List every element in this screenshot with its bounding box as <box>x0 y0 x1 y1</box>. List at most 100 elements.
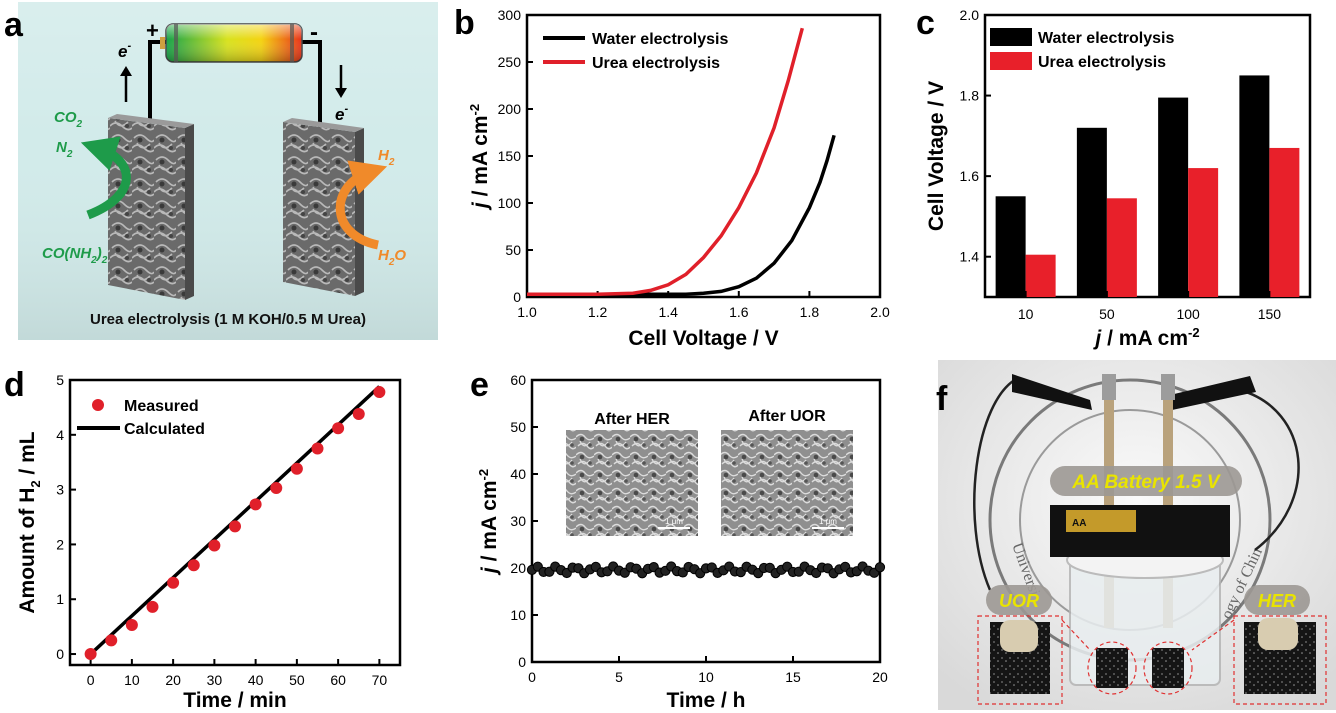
anode-in-beaker <box>1096 648 1128 688</box>
panel-a: a + - e- e- <box>4 2 438 340</box>
chart-c-legend-label: Urea electrolysis <box>1038 54 1166 71</box>
wire-right <box>1239 388 1300 551</box>
chart-b-xtick-label: 1.4 <box>658 304 678 320</box>
co2-label: CO2 <box>54 109 83 130</box>
chart-d-calculated-line <box>89 385 381 656</box>
chart-d-legend-label: Measured <box>124 398 199 415</box>
chart-d-ytick-label: 3 <box>56 482 64 498</box>
panel-label-f: f <box>936 380 948 418</box>
chart-b-xtick-label: 1.0 <box>517 304 537 320</box>
chart-c-xlabel: j / mA cm-2 <box>1092 325 1199 350</box>
panel-label-a: a <box>4 6 24 44</box>
chart-d-xtick-label: 60 <box>330 672 346 688</box>
wire-left <box>973 376 1019 591</box>
chart-d-ytick-label: 2 <box>56 536 64 552</box>
chart-d-measured-point <box>187 559 200 572</box>
chart-d-measured-point <box>125 618 138 631</box>
h2-label: H2 <box>378 147 395 168</box>
chart-b-ytick-label: 300 <box>498 7 522 23</box>
battery-minus-label: - <box>310 19 318 46</box>
chart-d-measured-point <box>352 407 365 420</box>
chart-d-ylabel: Amount of H2 / mL <box>16 431 43 613</box>
aa-battery-mark: AA <box>1072 518 1086 529</box>
chart-b-series-line-water <box>527 134 836 296</box>
panel-c: c 1.4 1.6 1.8 2.0 10 50 100 150 j / mA cm-2 Cell … <box>916 4 1312 350</box>
her-label: HER <box>1258 591 1296 611</box>
alligator-clip-right <box>1170 376 1256 410</box>
chart-e-ytick-label: 40 <box>510 466 526 482</box>
chart-e-xtick-label: 0 <box>528 669 536 685</box>
chart-b-ytick-label: 250 <box>498 54 522 70</box>
her-label-bubble <box>1244 585 1310 615</box>
chart-c-bar-urea-100 <box>1188 168 1219 297</box>
chart-b-legend-label: Water electrolysis <box>592 31 728 48</box>
chart-e-xtick-label: 20 <box>872 669 888 685</box>
chart-c-xtick-label: 150 <box>1258 306 1282 322</box>
chart-c-ytick-label: 1.6 <box>960 168 980 184</box>
chart-d-ytick-label: 1 <box>56 591 64 607</box>
chart-d-xtick-label: 30 <box>207 672 223 688</box>
panel-label-d: d <box>4 366 25 404</box>
sem-image-after-uor <box>721 430 853 536</box>
chart-d-ytick-label: 5 <box>56 372 64 388</box>
chart-c-bar-urea-10 <box>1025 254 1056 297</box>
chart-b-ylabel: j / mA cm-2 <box>467 104 492 211</box>
chart-d-measured-point <box>311 442 324 455</box>
chart-b-ytick-label: 0 <box>513 289 521 305</box>
chart-b-xtick-label: 1.8 <box>800 304 820 320</box>
chart-e-ytick-label: 0 <box>518 654 526 670</box>
uor-label-bubble <box>986 585 1052 615</box>
chart-c-bar-water-50 <box>1076 127 1107 297</box>
chart-d-xtick-label: 20 <box>165 672 181 688</box>
chart-d-measured-point <box>249 498 262 511</box>
chart-b-ytick-label: 100 <box>498 195 522 211</box>
aa-battery-icon <box>1066 510 1136 532</box>
electron-label-right: e- <box>335 103 348 124</box>
chart-b-legend-label: Urea electrolysis <box>592 55 720 72</box>
panel-b: b 1.0 1.2 1.4 1.6 1.8 2.0 0 50 100 150 200 250 300 Ce… <box>454 4 890 350</box>
n2-label: N2 <box>56 139 73 160</box>
schematic-caption: Urea electrolysis (1 M KOH/0.5 M Urea) <box>90 311 366 328</box>
chart-c-bar-urea-150 <box>1269 147 1300 297</box>
chart-d-frame <box>68 378 402 667</box>
chart-c-ytick-label: 1.8 <box>960 88 980 104</box>
scale-bar-label-uor: 1 μm <box>819 517 837 526</box>
uor-electrode-clip <box>1000 620 1038 652</box>
uor-zoom-box <box>977 615 1063 705</box>
uor-label: UOR <box>999 591 1039 611</box>
chart-d-measured-point <box>290 462 303 475</box>
chart-e-ylabel: j / mA cm-2 <box>476 469 501 576</box>
chart-b-xlabel: Cell Voltage / V <box>628 327 778 350</box>
battery-label-bubble <box>1050 466 1242 496</box>
chart-e-ytick-label: 10 <box>510 607 526 623</box>
chart-d-xtick-label: 50 <box>289 672 305 688</box>
chart-d-measured-point <box>373 386 386 399</box>
chart-e-xtick-label: 10 <box>698 669 714 685</box>
chart-b-ytick-label: 200 <box>498 101 522 117</box>
chart-d-measured-point <box>146 600 159 613</box>
chart-d-xtick-label: 40 <box>248 672 264 688</box>
chart-c-bar-water-10 <box>995 196 1026 297</box>
chart-e-xtick-label: 15 <box>785 669 801 685</box>
alligator-clip-left <box>1012 374 1092 410</box>
chart-d-measured-point <box>229 520 241 533</box>
panel-label-b: b <box>454 4 475 42</box>
chart-c-bar-water-100 <box>1158 97 1189 297</box>
chart-c-xtick-label: 10 <box>1018 306 1034 322</box>
anode-electrode <box>108 114 194 300</box>
panel-label-e: e <box>470 366 489 404</box>
chart-c-frame <box>983 13 1312 299</box>
chart-e-ytick-label: 60 <box>510 372 526 388</box>
chart-c-xtick-label: 100 <box>1176 306 1200 322</box>
chart-c-bar-water-150 <box>1239 75 1270 297</box>
chart-b-xtick-label: 1.2 <box>588 304 608 320</box>
battery-plus-label: + <box>146 18 159 43</box>
chart-c-ylabel: Cell Voltage / V <box>925 81 948 231</box>
chart-c-legend-swatch <box>990 28 1032 46</box>
chart-e-ytick-label: 30 <box>510 513 526 529</box>
panel-f: Universi ogy of Chin AA AA Battery 1.5 V… <box>936 360 1336 710</box>
h2o-label: H2O <box>378 247 406 268</box>
chart-c-ytick-label: 1.4 <box>960 249 980 265</box>
chart-d-measured-point <box>167 576 180 589</box>
chart-b-series-line-urea <box>527 27 804 296</box>
